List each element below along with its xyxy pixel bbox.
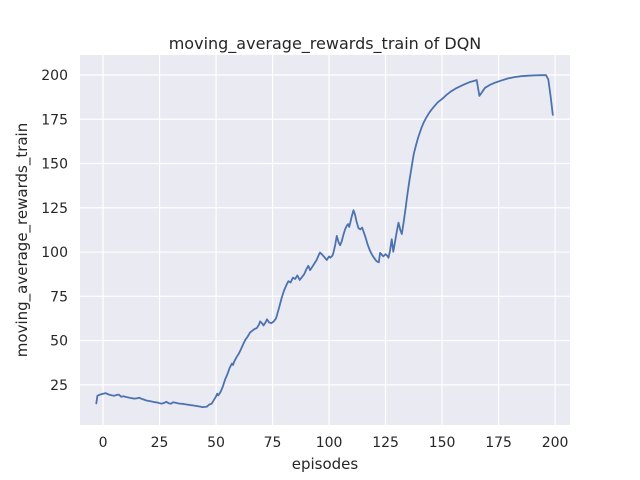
y-tick-label: 200 <box>41 68 68 84</box>
x-tick-label: 75 <box>264 435 282 451</box>
y-tick-label: 75 <box>50 289 68 305</box>
y-tick-labels: 25 50 75 100 125 150 175 200 <box>41 68 68 394</box>
x-tick-label: 150 <box>429 435 456 451</box>
x-tick-label: 50 <box>207 435 225 451</box>
x-tick-label: 125 <box>372 435 399 451</box>
y-tick-label: 100 <box>41 245 68 261</box>
x-tick-label: 200 <box>542 435 569 451</box>
y-tick-label: 175 <box>41 112 68 128</box>
y-tick-label: 150 <box>41 157 68 173</box>
y-tick-label: 125 <box>41 201 68 217</box>
plot-area <box>80 55 570 425</box>
chart-title: moving_average_rewards_train of DQN <box>169 34 482 54</box>
y-tick-label: 25 <box>50 378 68 394</box>
y-axis-label: moving_average_rewards_train <box>13 123 32 357</box>
x-tick-label: 25 <box>151 435 169 451</box>
x-axis-label: episodes <box>292 455 359 473</box>
x-tick-label: 175 <box>485 435 512 451</box>
series-line-dqn <box>95 74 554 408</box>
x-tick-labels: 0 25 50 75 100 125 150 175 200 <box>99 435 569 451</box>
y-tick-label: 50 <box>50 334 68 350</box>
x-tick-label: 0 <box>99 435 108 451</box>
x-tick-label: 100 <box>316 435 343 451</box>
gridlines <box>80 55 570 425</box>
